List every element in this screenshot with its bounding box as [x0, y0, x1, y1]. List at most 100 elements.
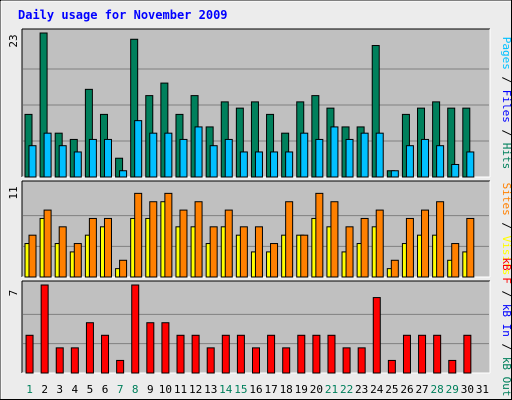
bar-visits-sites-s1-day-18 — [285, 201, 294, 278]
bar-visits-sites-s1-day-22 — [345, 226, 354, 278]
legend-top-part-2: Files — [500, 90, 512, 123]
bar-hits-files-pages-s1-day-9 — [149, 132, 158, 178]
bar-hits-files-pages-s1-day-8 — [134, 120, 143, 178]
legend-top: Pages / Files / Hits — [500, 37, 512, 170]
bar-kbytes-s0-day-26 — [402, 334, 411, 374]
x-tick-label-15: 15 — [234, 383, 247, 396]
bar-visits-sites-s1-day-5 — [88, 217, 97, 278]
legend-middle-part-1: / — [500, 216, 512, 236]
bar-visits-sites-s1-day-9 — [149, 201, 158, 278]
bar-visits-sites-s1-day-29 — [451, 243, 460, 278]
x-tick-label-20: 20 — [310, 383, 323, 396]
bar-visits-sites-s1-day-19 — [300, 234, 309, 278]
bar-kbytes-s0-day-29 — [448, 359, 457, 374]
x-tick-label-14: 14 — [219, 383, 233, 396]
bar-hits-files-pages-s1-day-29 — [451, 163, 460, 178]
panel-hits-files-pages: 23 — [7, 28, 491, 178]
bar-visits-sites-s1-day-1 — [28, 234, 37, 278]
x-tick-label-17: 17 — [264, 383, 277, 396]
bar-kbytes-s0-day-5 — [85, 322, 94, 374]
bar-kbytes-s0-day-15 — [236, 334, 245, 374]
bar-hits-files-pages-s1-day-12 — [194, 126, 203, 178]
bar-visits-sites-s1-day-6 — [103, 217, 112, 278]
legend-bottom-part-2: kB In — [500, 304, 512, 337]
x-tick-label-3: 3 — [56, 383, 63, 396]
x-tick-label-7: 7 — [117, 383, 124, 396]
legend-middle: Sites / Visits — [500, 183, 512, 276]
bar-hits-files-pages-s1-day-28 — [436, 145, 445, 178]
x-tick-label-5: 5 — [87, 383, 94, 396]
legend-top-part-4: Hits — [500, 143, 512, 170]
bar-kbytes-s0-day-3 — [55, 347, 64, 374]
bar-visits-sites-s1-day-25 — [390, 259, 399, 278]
bar-visits-sites-s1-day-10 — [164, 192, 173, 278]
bar-hits-files-pages-s1-day-23 — [360, 132, 369, 178]
bar-hits-files-pages-s1-day-10 — [164, 132, 173, 178]
x-tick-label-8: 8 — [132, 383, 139, 396]
x-tick-label-10: 10 — [159, 383, 172, 396]
bar-hits-files-pages-s1-day-5 — [88, 138, 97, 178]
legend-top-part-0: Pages — [500, 37, 512, 70]
bar-hits-files-pages-s1-day-27 — [421, 138, 430, 178]
panel-visits-sites: 11 — [7, 180, 491, 278]
bar-kbytes-s0-day-27 — [418, 334, 427, 374]
bar-hits-files-pages-s1-day-14 — [224, 138, 233, 178]
bar-kbytes-s0-day-12 — [191, 334, 200, 374]
x-tick-label-31: 31 — [476, 383, 489, 396]
x-tick-label-1: 1 — [26, 383, 33, 396]
bar-visits-sites-s1-day-17 — [270, 243, 279, 278]
bar-visits-sites-s1-day-28 — [436, 201, 445, 278]
bar-kbytes-s0-day-10 — [161, 322, 170, 374]
x-tick-label-23: 23 — [355, 383, 368, 396]
legend-middle-part-0: Sites — [500, 183, 512, 216]
legend-top-part-3: / — [500, 123, 512, 143]
x-tick-label-9: 9 — [147, 383, 154, 396]
bar-hits-files-pages-s1-day-26 — [405, 145, 414, 178]
bar-hits-files-pages-s1-day-22 — [345, 138, 354, 178]
bar-kbytes-s0-day-30 — [463, 334, 472, 374]
x-tick-label-29: 29 — [446, 383, 459, 396]
legend-top-part-1: / — [500, 70, 512, 90]
bar-kbytes-s0-day-6 — [101, 334, 110, 374]
bar-visits-sites-s1-day-14 — [224, 209, 233, 278]
x-tick-label-22: 22 — [340, 383, 353, 396]
bar-kbytes-s0-day-13 — [206, 347, 215, 374]
bar-kbytes-s0-day-16 — [252, 347, 260, 374]
x-tick-label-2: 2 — [41, 383, 48, 396]
bar-hits-files-pages-s1-day-6 — [103, 138, 112, 178]
x-tick-label-26: 26 — [400, 383, 413, 396]
x-tick-label-24: 24 — [370, 383, 384, 396]
bar-hits-files-pages-s1-day-18 — [285, 151, 294, 178]
bar-kbytes-s0-day-14 — [221, 334, 230, 374]
y-max-label: 11 — [7, 186, 20, 199]
bar-kbytes-s0-day-9 — [146, 322, 155, 374]
bar-visits-sites-s1-day-7 — [119, 259, 128, 278]
bar-visits-sites-s1-day-2 — [43, 209, 52, 278]
x-tick-label-30: 30 — [461, 383, 474, 396]
bar-hits-files-pages-s1-day-11 — [179, 138, 188, 178]
bar-hits-files-pages-s1-day-21 — [330, 126, 339, 178]
bar-visits-sites-s1-day-27 — [421, 209, 430, 278]
bar-hits-files-pages-s1-day-30 — [466, 151, 475, 178]
bar-hits-files-pages-s1-day-1 — [28, 145, 37, 178]
bar-visits-sites-s1-day-3 — [58, 226, 67, 278]
x-tick-label-21: 21 — [325, 383, 338, 396]
bar-hits-files-pages-s1-day-7 — [119, 170, 128, 178]
bar-kbytes-s0-day-17 — [267, 334, 276, 374]
bar-kbytes-s0-day-22 — [342, 347, 351, 374]
legend-bottom-part-3: / — [500, 337, 512, 357]
bar-kbytes-s0-day-20 — [312, 334, 321, 374]
bar-visits-sites-s1-day-11 — [179, 209, 188, 278]
chart-title: Daily usage for November 2009 — [18, 8, 228, 22]
bar-kbytes-s0-day-21 — [327, 334, 336, 374]
bar-hits-files-pages-s1-day-19 — [300, 132, 309, 178]
bar-visits-sites-s1-day-4 — [73, 243, 82, 278]
bar-hits-files-pages-s1-day-17 — [270, 151, 279, 178]
bar-kbytes-s0-day-25 — [387, 359, 396, 374]
bar-visits-sites-s1-day-8 — [134, 192, 143, 278]
legend-bottom-part-1: / — [500, 284, 512, 304]
bar-kbytes-s0-day-4 — [70, 347, 79, 374]
bar-visits-sites-s1-day-13 — [209, 226, 218, 278]
